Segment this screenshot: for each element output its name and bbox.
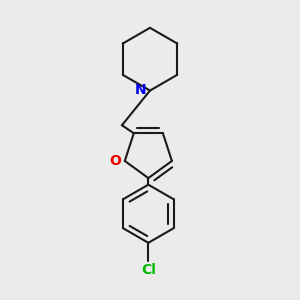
Text: Cl: Cl <box>141 263 156 277</box>
Text: N: N <box>135 83 147 97</box>
Text: O: O <box>109 154 121 168</box>
